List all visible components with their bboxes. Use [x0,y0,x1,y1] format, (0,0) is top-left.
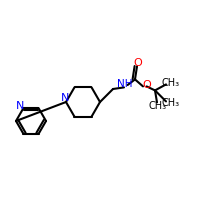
Text: O: O [133,58,142,68]
Text: N: N [16,101,24,111]
Text: CH₃: CH₃ [161,98,179,108]
Text: O: O [142,80,151,90]
Text: CH₃: CH₃ [149,101,167,111]
Text: CH₃: CH₃ [161,78,179,88]
Text: N: N [61,93,69,103]
Text: NH: NH [117,79,133,89]
